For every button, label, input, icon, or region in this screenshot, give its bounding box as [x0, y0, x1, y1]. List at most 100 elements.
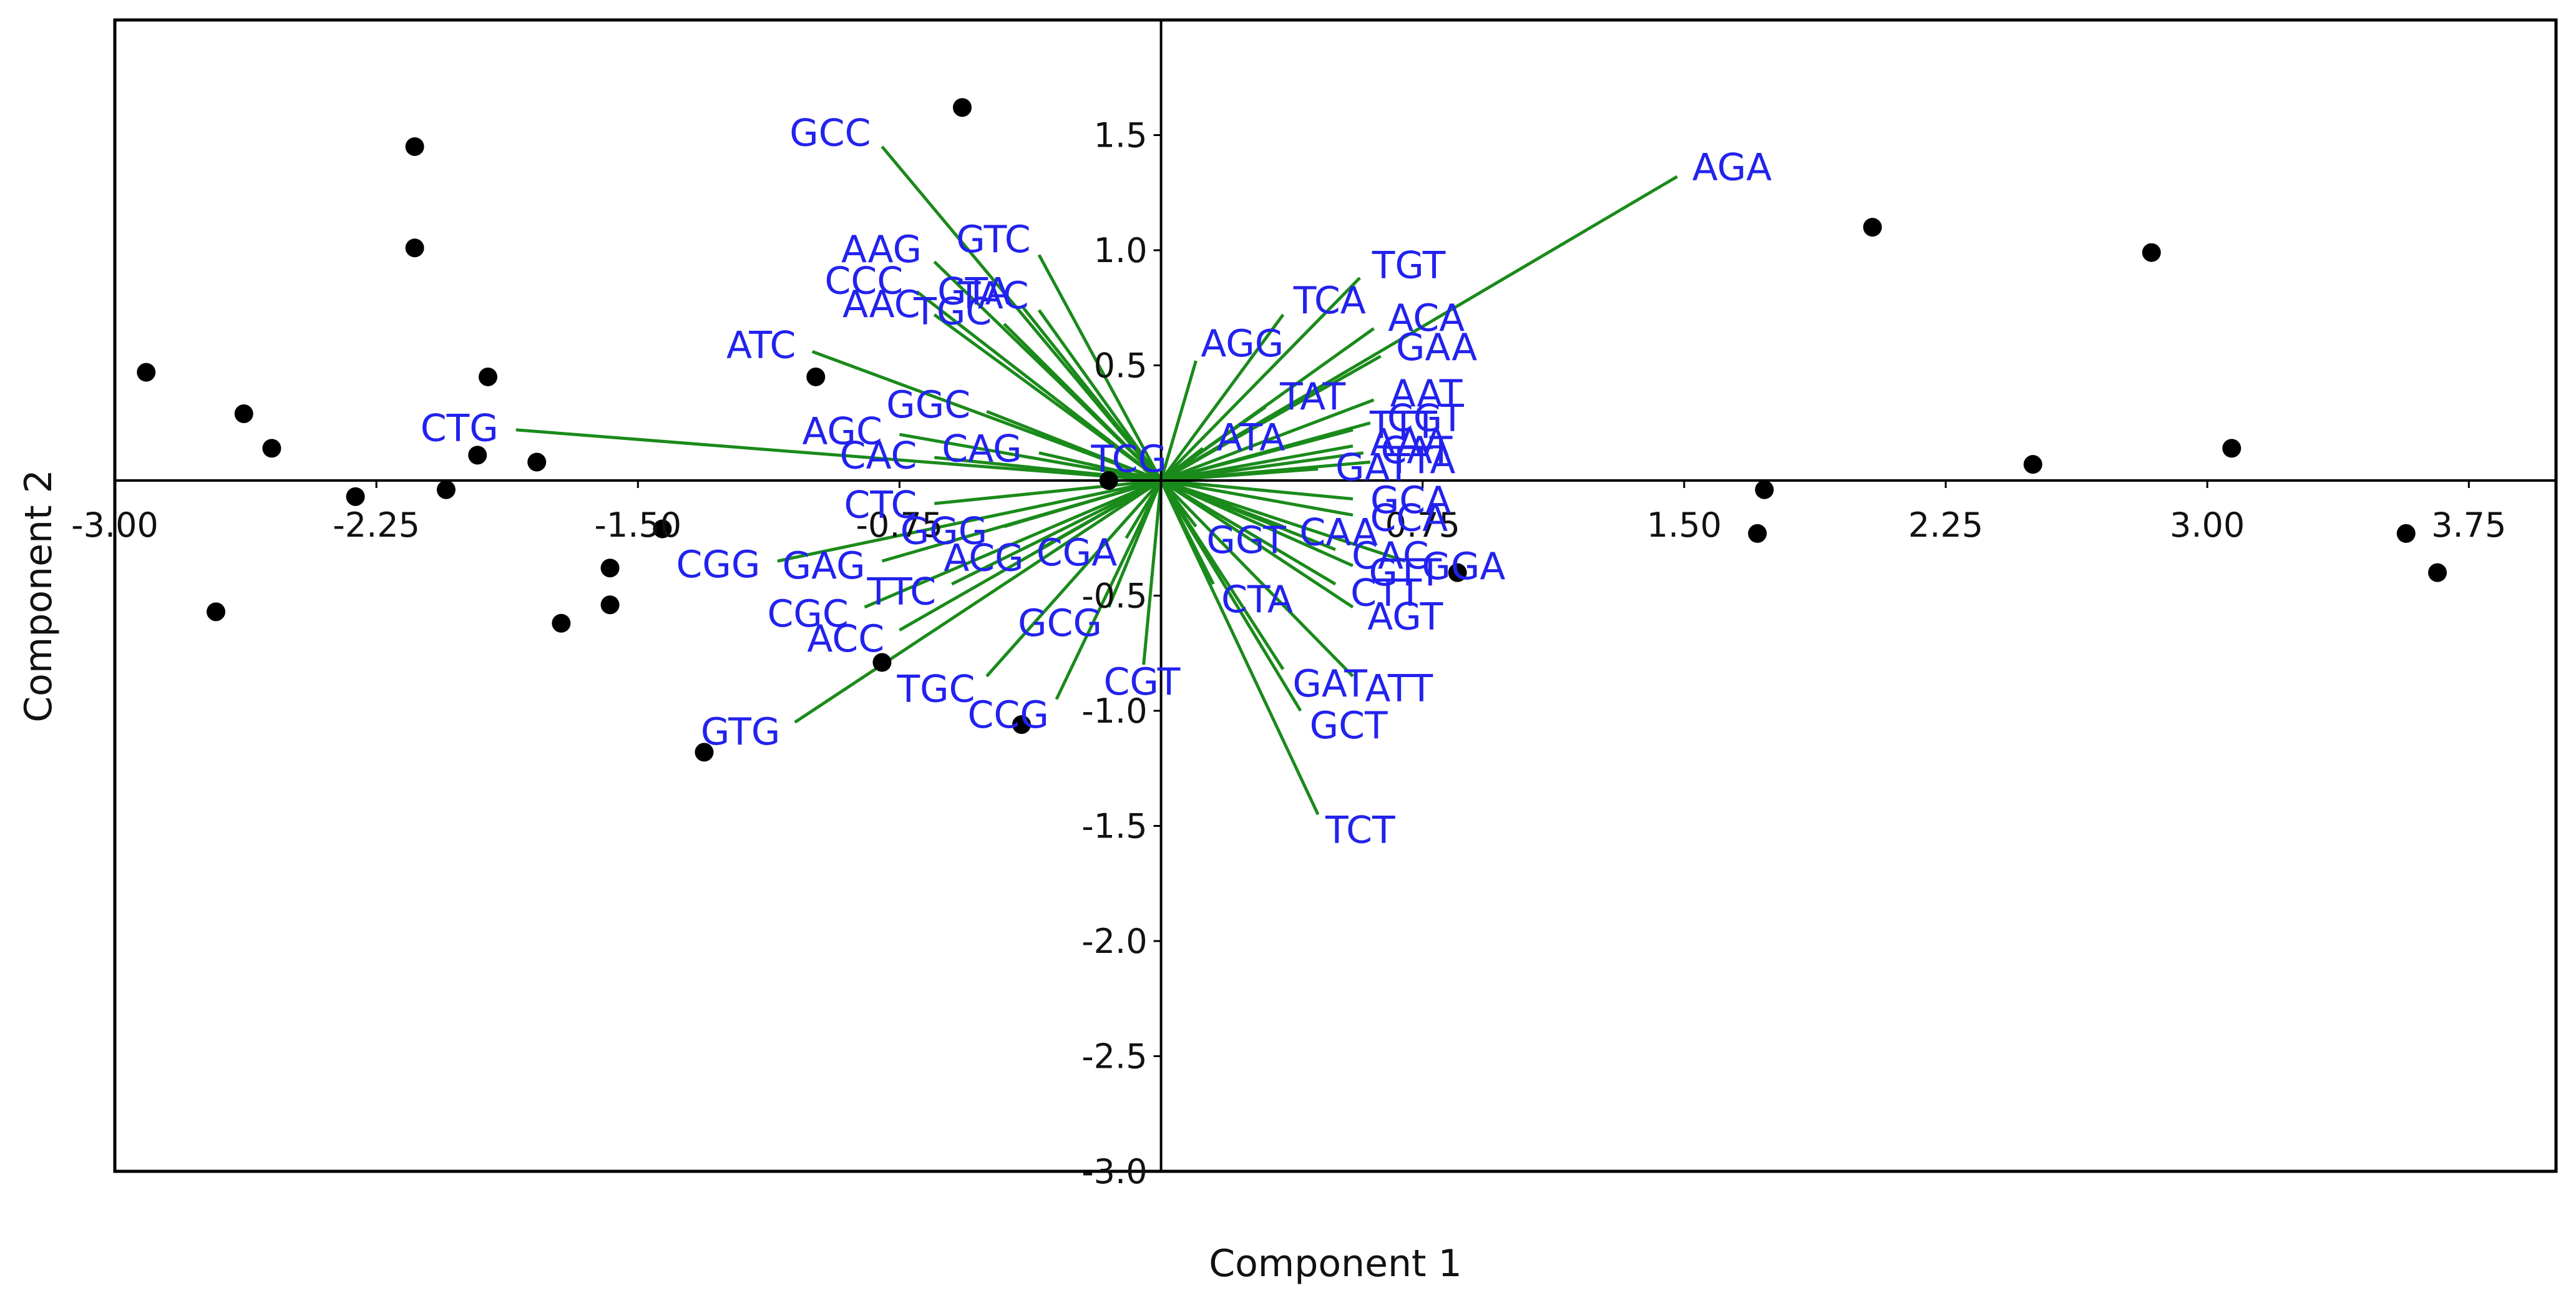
- loading-vector: [1159, 479, 1354, 678]
- loading-label: ATT: [1365, 667, 1433, 711]
- loading-label: CGT: [1104, 660, 1181, 704]
- score-point: [695, 743, 714, 762]
- x-tick-label: -0.75: [856, 505, 944, 545]
- loading-vector: [1159, 360, 1198, 481]
- loading-label: AGG: [1201, 322, 1284, 366]
- loading-label: GCC: [789, 111, 871, 155]
- loading-vector: [1055, 479, 1163, 700]
- score-point: [2222, 439, 2242, 458]
- score-point: [405, 137, 424, 156]
- loading-label: CAT: [1380, 429, 1452, 472]
- y-tick-label: -2.0: [1081, 922, 1147, 961]
- loading-vector: [864, 479, 1162, 609]
- loading-label: GTC: [956, 218, 1030, 261]
- loading-vector: [881, 145, 1163, 482]
- loading-label: CGG: [676, 543, 761, 587]
- loading-vector: [899, 479, 1162, 632]
- loading-vector: [915, 290, 1163, 482]
- loading-vector: [881, 479, 1162, 563]
- score-point: [600, 559, 620, 578]
- loading-vectors: [515, 145, 1678, 816]
- loading-label: AGC: [802, 409, 882, 453]
- loading-label: CGC: [767, 592, 848, 636]
- loading-label: AAG: [841, 228, 922, 271]
- loading-vector: [1159, 479, 1320, 816]
- loading-label: GGT: [1206, 519, 1286, 562]
- y-tick-label: 1.5: [1094, 116, 1148, 155]
- score-point: [262, 439, 281, 458]
- loading-label: CCC: [825, 259, 904, 303]
- loading-vector: [1161, 479, 1354, 517]
- score-point: [806, 367, 826, 386]
- loading-label: GGC: [886, 383, 970, 427]
- loading-label: CAA: [1299, 511, 1378, 555]
- x-tick-label: -2.25: [333, 505, 420, 545]
- score-point: [2142, 243, 2161, 262]
- y-tick-label: -2.5: [1081, 1037, 1147, 1076]
- loading-vector: [515, 428, 1161, 482]
- score-point: [1748, 524, 1767, 543]
- loading-label: AAA: [1370, 421, 1448, 465]
- score-point: [2427, 563, 2447, 582]
- loading-label: ATA: [1217, 416, 1285, 459]
- loading-label: CTT: [1350, 571, 1422, 615]
- loading-label: ACC: [807, 617, 884, 661]
- x-tick-label: 2.25: [1908, 505, 1983, 545]
- loading-vector: [1160, 354, 1382, 482]
- loading-vector: [1160, 175, 1678, 482]
- score-point: [405, 238, 424, 258]
- loading-vector: [1159, 479, 1302, 712]
- loading-label: TTC: [867, 570, 937, 613]
- loading-label: GTT: [1369, 551, 1442, 595]
- loading-vector: [1159, 276, 1361, 482]
- loading-label: GCT: [1310, 704, 1388, 748]
- loading-label: CAC: [840, 434, 917, 477]
- score-point: [1012, 715, 1032, 734]
- loading-vector: [777, 479, 1162, 563]
- score-point: [1755, 480, 1774, 499]
- score-point: [527, 452, 547, 472]
- loading-label: TGC: [896, 668, 975, 711]
- score-point: [872, 653, 892, 672]
- loading-label: AAC: [842, 283, 920, 326]
- loading-label: CGT: [1387, 396, 1464, 440]
- loading-vector: [1161, 451, 1364, 482]
- loading-label: ATC: [726, 324, 796, 368]
- loading-label: GGA: [1422, 545, 1505, 588]
- plot-frame: [113, 18, 2558, 1173]
- loading-vector: [1160, 479, 1354, 567]
- loading-vector: [951, 479, 1162, 586]
- loading-label: CTA: [1221, 578, 1293, 622]
- score-point: [552, 613, 571, 633]
- loading-vector: [1037, 254, 1163, 482]
- loading-vector: [934, 456, 1161, 482]
- loading-label: AGT: [1367, 595, 1443, 638]
- loading-vector: [1160, 479, 1406, 563]
- x-tick-label: -3.00: [71, 505, 159, 545]
- loading-vector: [933, 260, 1163, 482]
- loading-vector: [1161, 479, 1354, 501]
- score-point: [1099, 471, 1118, 490]
- score-point: [1863, 218, 1882, 237]
- score-point: [953, 98, 972, 117]
- loading-vector: [1159, 313, 1285, 482]
- loading-label: CTC: [844, 484, 917, 527]
- loading-label: CAC: [1352, 534, 1429, 578]
- score-point: [436, 480, 456, 499]
- y-tick-label: -1.5: [1081, 807, 1147, 846]
- loading-label: TGC: [913, 290, 992, 333]
- loading-vector: [811, 350, 1162, 482]
- loading-label: GAA: [1396, 326, 1477, 369]
- x-tick-label: 1.50: [1647, 505, 1722, 545]
- axes: [114, 20, 2556, 1173]
- y-tick-label: -1.0: [1081, 691, 1147, 731]
- score-point: [2023, 455, 2042, 474]
- loading-label: TTA: [1387, 439, 1456, 482]
- loading-vector: [1037, 309, 1163, 482]
- loading-label: TCA: [1293, 279, 1366, 323]
- loading-label: GAT: [1292, 662, 1367, 706]
- loading-label: ACG: [944, 536, 1023, 580]
- loading-label: CTG: [421, 407, 499, 451]
